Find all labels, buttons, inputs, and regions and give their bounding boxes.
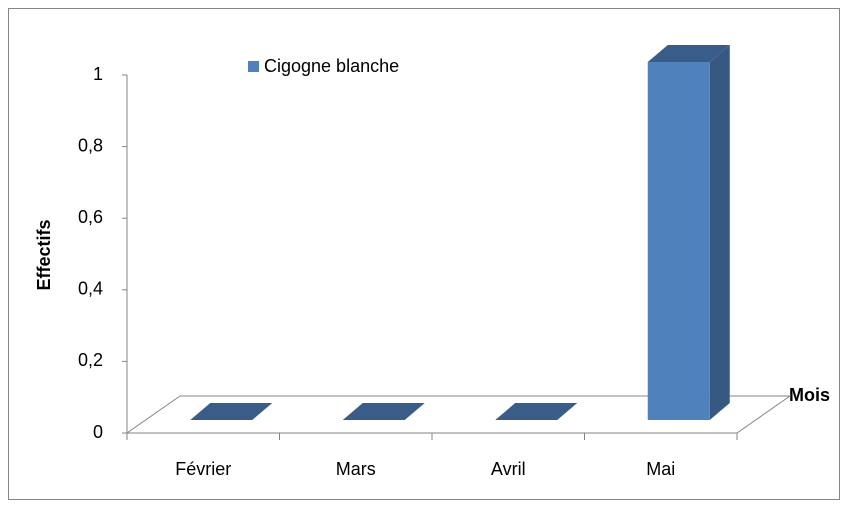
y-axis-label: Effectifs [34, 219, 54, 290]
bar-top [647, 45, 730, 62]
bar-top [190, 403, 273, 420]
bar-front [647, 62, 710, 420]
x-tick-label: Avril [491, 459, 526, 479]
y-tick-label: 0,8 [78, 135, 103, 155]
legend-swatch [248, 61, 259, 72]
bar [495, 403, 578, 420]
bar-top [342, 403, 425, 420]
y-tick-label: 0,6 [78, 207, 103, 227]
x-tick-label: Février [175, 459, 231, 479]
y-tick-label: 1 [93, 64, 103, 84]
bar-top [495, 403, 578, 420]
bar [647, 45, 730, 420]
y-tick-label: 0,2 [78, 350, 103, 370]
y-tick-label: 0,4 [78, 279, 103, 299]
x-tick-label: Mars [336, 459, 376, 479]
x-tick-label: Mai [646, 459, 675, 479]
x-axis-label: Mois [789, 385, 830, 405]
floor [125, 395, 792, 434]
bar [190, 403, 273, 420]
legend-label: Cigogne blanche [264, 56, 399, 76]
bar [342, 403, 425, 420]
bar-side [709, 45, 730, 420]
y-tick-label: 0 [93, 422, 103, 442]
